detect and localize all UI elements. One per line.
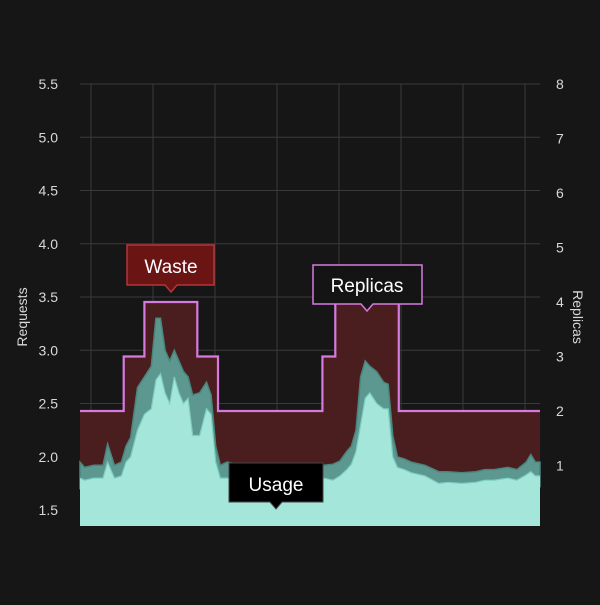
left-axis-ticks: 1.5 2.0 2.5 3.0 3.5 4.0 4.5 5.0 5.5 bbox=[39, 76, 59, 518]
y-left-tick-label: 4.5 bbox=[39, 183, 59, 199]
y-left-tick-label: 5.5 bbox=[39, 76, 59, 92]
y-right-tick-label: 2 bbox=[556, 403, 564, 419]
usage-callout-label: Usage bbox=[249, 475, 304, 496]
y-right-tick-label: 5 bbox=[556, 240, 564, 256]
y-right-tick-label: 1 bbox=[556, 458, 564, 474]
y-left-tick-label: 5.0 bbox=[39, 129, 59, 145]
waste-callout-box bbox=[126, 244, 215, 294]
right-axis-ticks: 1 2 3 4 5 6 7 8 bbox=[556, 76, 564, 474]
y-axis-right-label: Replicas bbox=[570, 290, 586, 344]
replicas-callout-box bbox=[312, 264, 423, 313]
usage-callout-box bbox=[228, 462, 324, 510]
y-right-tick-label: 7 bbox=[556, 131, 564, 147]
annotations: Waste Replicas Usage bbox=[126, 244, 423, 510]
usage-fill bbox=[80, 373, 540, 526]
y-left-tick-label: 1.5 bbox=[39, 502, 59, 518]
replicas-callout: Replicas bbox=[312, 264, 423, 313]
y-right-tick-label: 6 bbox=[556, 185, 564, 201]
usage-callout: Usage bbox=[228, 462, 324, 510]
y-right-tick-label: 8 bbox=[556, 76, 564, 92]
waste-callout-label: Waste bbox=[144, 257, 197, 278]
waste-callout: Waste bbox=[126, 244, 215, 294]
y-right-tick-label: 4 bbox=[556, 294, 564, 310]
y-left-tick-label: 2.5 bbox=[39, 396, 59, 412]
y-left-tick-label: 3.5 bbox=[39, 289, 59, 305]
y-axis-left-label: Requests bbox=[14, 287, 30, 346]
replicas-callout-label: Replicas bbox=[331, 276, 404, 297]
y-left-tick-label: 4.0 bbox=[39, 236, 59, 252]
y-left-tick-label: 3.0 bbox=[39, 342, 59, 358]
y-left-tick-label: 2.0 bbox=[39, 449, 59, 465]
y-right-tick-label: 3 bbox=[556, 349, 564, 365]
